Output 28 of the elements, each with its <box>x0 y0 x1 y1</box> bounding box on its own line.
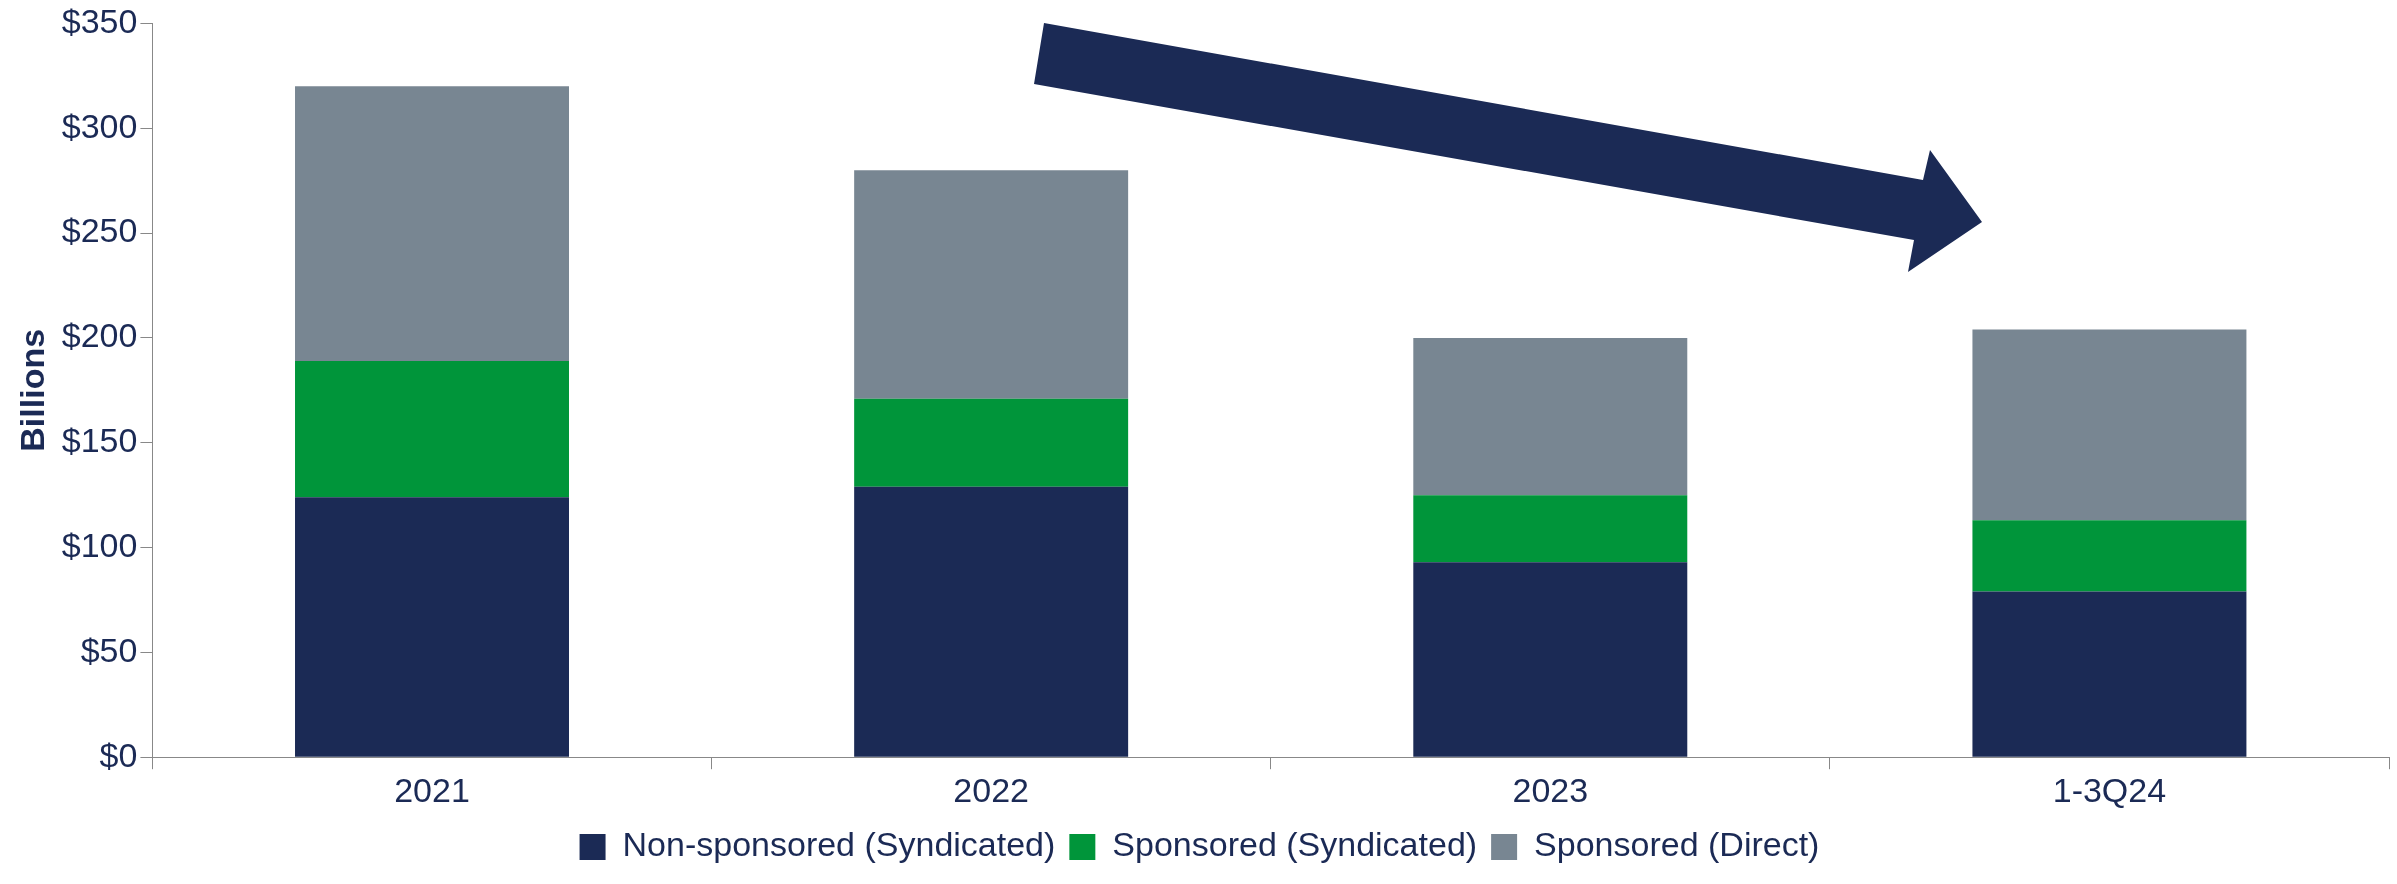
bar <box>295 360 569 498</box>
bar <box>854 398 1129 487</box>
legend-label: Sponsored (Syndicated) <box>1112 825 1478 864</box>
bar <box>295 86 569 361</box>
bar <box>1413 495 1688 563</box>
y-tick-label: $150 <box>61 421 138 460</box>
y-tick-label: $50 <box>80 630 138 669</box>
bar <box>1972 520 2247 592</box>
x-tick-label: 2022 <box>953 770 1029 809</box>
bar <box>1972 591 2247 757</box>
y-tick-label: $250 <box>61 211 138 250</box>
x-tick-label: 1-3Q24 <box>2052 770 2167 809</box>
bar <box>295 497 569 757</box>
x-tick-label: 2023 <box>1512 770 1589 809</box>
y-tick-label: $0 <box>99 735 138 774</box>
bar <box>1972 329 2247 521</box>
legend-label: Sponsored (Direct) <box>1534 825 1820 864</box>
bar <box>1413 562 1688 757</box>
bar <box>854 486 1129 757</box>
bar <box>1413 337 1688 496</box>
legend-label: Non-sponsored (Syndicated) <box>622 825 1056 864</box>
y-tick-label: $100 <box>61 525 138 564</box>
x-tick-label: 2021 <box>394 770 470 809</box>
y-axis-title: Billions <box>12 328 51 452</box>
y-tick-label: $350 <box>61 1 138 40</box>
y-tick-label: $200 <box>61 316 138 355</box>
bar <box>854 170 1129 399</box>
y-tick-label: $300 <box>61 106 138 145</box>
